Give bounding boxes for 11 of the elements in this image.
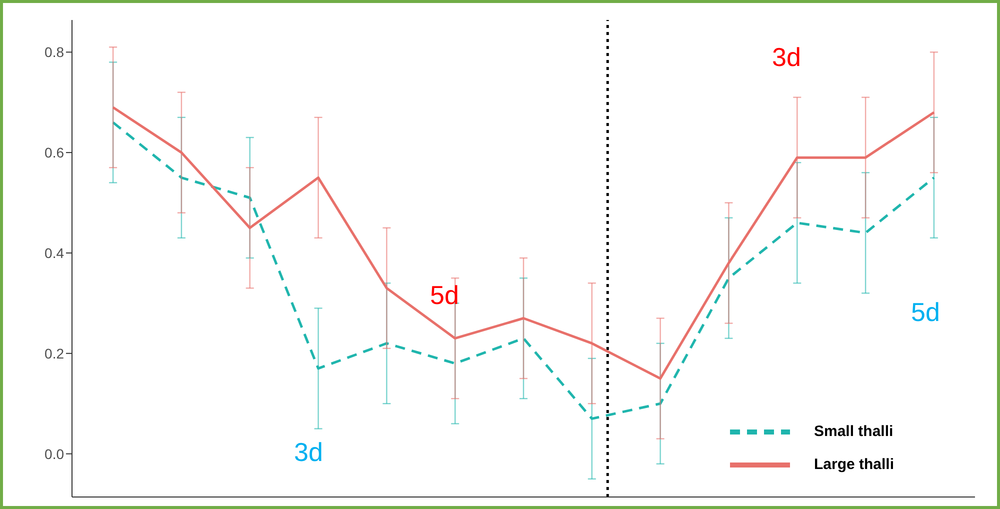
y-tick-label: 0.8 — [44, 44, 64, 60]
annotation: 5d — [911, 297, 940, 327]
y-tick-label: 0.4 — [44, 244, 64, 261]
annotation: 3d — [294, 437, 323, 467]
annotation: 3d — [772, 42, 801, 72]
legend-label: Large thalli — [814, 456, 894, 473]
y-tick-label: 0.6 — [44, 144, 64, 161]
legend-label: Small thalli — [814, 423, 894, 440]
annotation: 5d — [430, 280, 459, 310]
y-tick-label: 0.0 — [44, 446, 64, 462]
y-tick-label: 0.2 — [44, 345, 64, 362]
